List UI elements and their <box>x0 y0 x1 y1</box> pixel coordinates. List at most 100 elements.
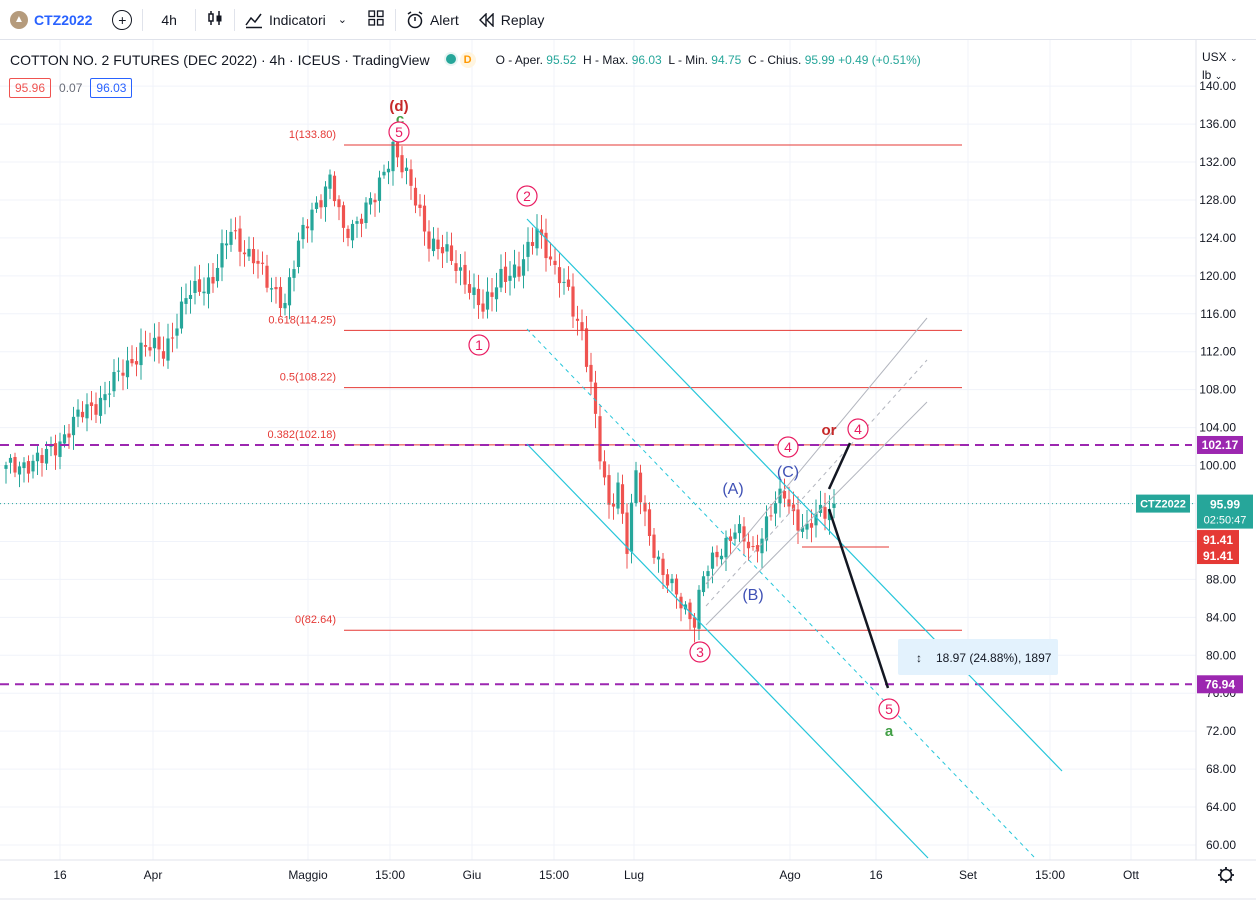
time-tick-label: Apr <box>144 868 163 882</box>
replay-button[interactable]: Replay <box>469 0 555 40</box>
candle-body <box>580 322 584 331</box>
alert-button[interactable]: Alert <box>396 0 469 40</box>
candle-body <box>746 541 751 549</box>
compare-button[interactable]: + <box>102 0 142 40</box>
wave-label-4-a-circle <box>777 436 799 458</box>
gear-tooth <box>1219 878 1223 882</box>
fib-level-label: 0(82.64) <box>295 614 336 626</box>
layouts-button[interactable] <box>357 0 395 40</box>
interval-button[interactable]: 4h <box>143 0 195 40</box>
candle-body <box>391 141 395 172</box>
price-axis[interactable]: 60.0064.0068.0072.0076.0080.0084.0088.00… <box>1136 40 1253 860</box>
candle-body <box>638 472 643 503</box>
candle-body <box>206 277 211 294</box>
wave-label-4-a: 4 <box>784 439 792 455</box>
candle-body <box>634 470 638 504</box>
candle-body <box>355 221 359 224</box>
candle-body <box>422 205 427 232</box>
wave-label-5-target-circle <box>878 698 900 720</box>
bid-ask-panel: 95.96 0.07 96.03 <box>9 78 133 98</box>
high-label: H - Max. <box>583 53 629 67</box>
channel-upper-line <box>526 218 1063 772</box>
candle-body <box>719 555 724 560</box>
price-tick-label: 108.00 <box>1199 383 1236 397</box>
layout-grid-icon <box>367 9 385 30</box>
candle-body <box>359 218 364 224</box>
channel-median-line <box>526 328 1036 859</box>
candle-body <box>706 571 710 577</box>
time-tick-label: Ott <box>1123 868 1140 882</box>
chart-canvas[interactable]: 1(133.80) 0.618(114.25) 0.5(108.22) 0.382(1… <box>0 40 1256 900</box>
candle-body <box>278 286 283 309</box>
candles-icon <box>206 9 224 30</box>
candle-body <box>742 526 746 542</box>
fib-retracement[interactable]: 1(133.80) 0.618(114.25) 0.5(108.22) 0.382(1… <box>268 129 963 631</box>
chevron-down-icon[interactable]: ⌄ <box>337 14 347 26</box>
chart-type-button[interactable] <box>196 0 234 40</box>
candle-body <box>314 202 319 209</box>
candle-body <box>593 382 598 414</box>
candle-body <box>53 443 58 456</box>
open-label: O - Aper. <box>495 53 543 67</box>
candle-body <box>242 252 247 255</box>
measurement-icon: ↕ <box>916 651 922 665</box>
candle-body <box>121 372 125 376</box>
candles-layer <box>4 133 836 643</box>
channel-lower-line <box>526 443 929 859</box>
candle-body <box>269 288 274 290</box>
candle-body <box>382 171 386 176</box>
price-tick-label: 84.00 <box>1206 610 1236 624</box>
stop-price-text: 91.41 <box>1203 549 1233 563</box>
candle-body <box>449 245 454 261</box>
price-tick-label: 136.00 <box>1199 117 1236 131</box>
candle-body <box>674 578 679 595</box>
candle-body <box>490 292 494 297</box>
candle-body <box>328 174 332 189</box>
candle-body <box>197 279 202 292</box>
symbol-price-tag <box>1136 494 1190 513</box>
projection-up-line <box>827 442 852 490</box>
candle-body <box>341 205 346 228</box>
candle-body <box>202 291 206 294</box>
chart-legend: COTTON NO. 2 FUTURES (DEC 2022) · 4h · I… <box>10 52 921 68</box>
candle-body <box>796 509 800 531</box>
settings-gear-icon[interactable] <box>1218 867 1234 883</box>
time-axis[interactable]: 16 Apr Maggio 15:00 Giu 15:00 Lug Ago 16 Set 15:00… <box>0 859 1256 900</box>
level-price-tag <box>1197 675 1243 694</box>
currency-selector[interactable]: USX ⌄ <box>1202 49 1238 67</box>
currency-unit-selector[interactable]: USX ⌄ lb ⌄ <box>1202 49 1238 85</box>
candle-body <box>238 228 242 252</box>
candle-body <box>22 462 26 469</box>
candle-body <box>188 294 193 299</box>
bid-price[interactable]: 95.96 <box>9 78 52 98</box>
candle-body <box>373 199 377 203</box>
candle-body <box>274 287 278 290</box>
candle-body <box>89 402 94 406</box>
candle-body <box>602 461 607 478</box>
indicators-button[interactable]: Indicatori ⌄ <box>235 0 357 40</box>
candle-body <box>8 457 13 463</box>
candle-body <box>656 556 661 560</box>
symbol-search-button[interactable]: ▲ CTZ2022 <box>0 0 102 40</box>
wave-label-4-b: 4 <box>854 421 862 437</box>
unit-selector[interactable]: lb ⌄ <box>1202 67 1238 85</box>
candle-body <box>67 433 71 438</box>
drawings-layer[interactable]: ↕ 18.97 (24.88%), 1897 <box>0 218 1196 859</box>
wave-label-1: 1 <box>475 337 483 353</box>
price-tick-label: 60.00 <box>1206 838 1236 852</box>
candle-body <box>715 551 719 558</box>
candle-body <box>296 240 301 267</box>
candle-body <box>503 266 508 282</box>
candle-body <box>265 265 269 288</box>
price-tick-label: 80.00 <box>1206 648 1236 662</box>
candle-body <box>791 504 796 512</box>
market-status[interactable]: D <box>443 52 476 68</box>
candle-body <box>512 264 517 278</box>
candle-body <box>305 226 310 229</box>
candle-body <box>116 370 121 372</box>
candle-body <box>166 338 170 361</box>
candle-body <box>143 345 148 347</box>
candle-body <box>760 538 764 554</box>
toolbar-divider <box>142 8 144 31</box>
ask-price[interactable]: 96.03 <box>90 78 133 98</box>
